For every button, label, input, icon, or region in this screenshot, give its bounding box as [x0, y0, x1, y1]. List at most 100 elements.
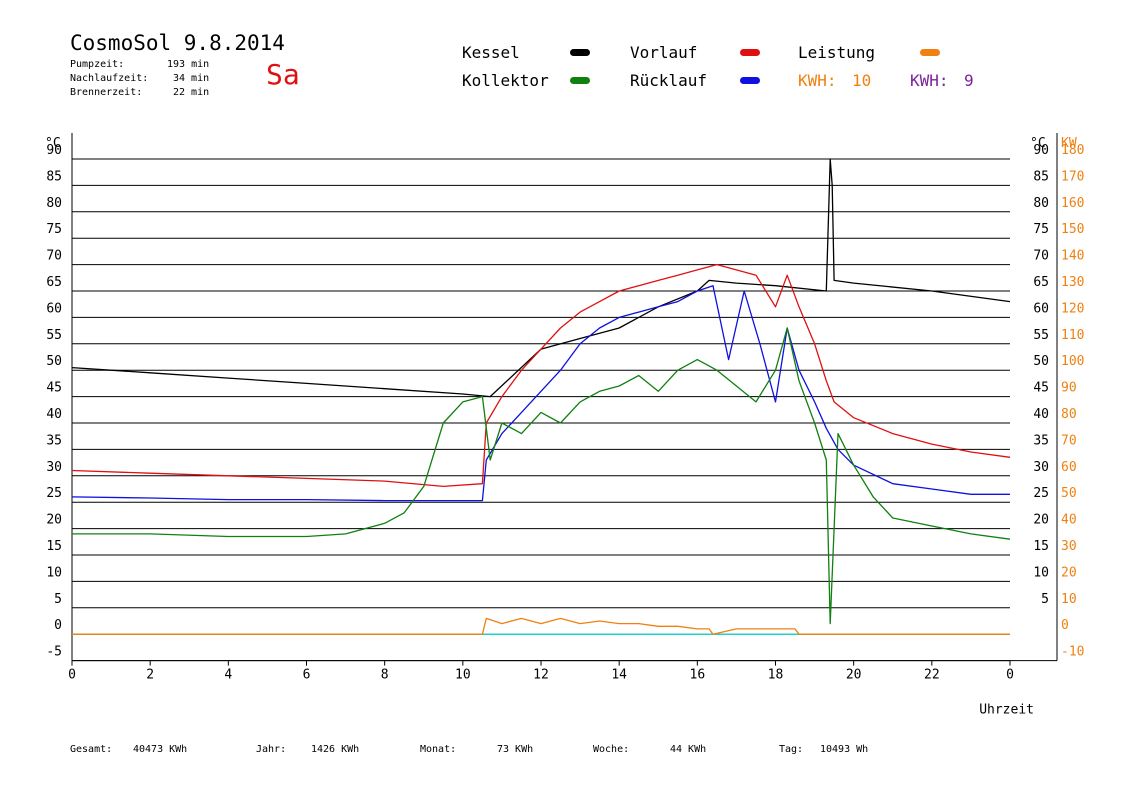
footer-jahr-label: Jahr:: [256, 744, 287, 755]
legend-kessel-swatch: [570, 49, 590, 56]
legend-kollektor-swatch: [570, 77, 590, 84]
x-tick-label: 18: [768, 668, 784, 683]
stat-nachlaufzeit-label: Nachlaufzeit:: [70, 73, 149, 84]
power-tick-label: 140: [1061, 249, 1084, 264]
x-tick-label: 16: [690, 668, 706, 683]
footer-gesamt-value: 40473 KWh: [133, 744, 188, 755]
footer-monat-value: 73 KWh: [497, 744, 534, 755]
series-line-vorlauf: [71, 263, 1011, 488]
series-line-leistung: [72, 617, 1010, 635]
power-tick-label: 180: [1061, 143, 1084, 158]
x-tick-label: 2: [146, 668, 154, 683]
power-tick-label: 160: [1061, 196, 1084, 211]
y-tick-label-left: 70: [46, 249, 62, 264]
y-tick-label-right: 65: [1033, 275, 1049, 290]
power-tick-label: 170: [1061, 169, 1084, 184]
footer-tag-label: Tag:: [779, 744, 804, 755]
y-tick-label-left: 60: [46, 301, 62, 316]
y-tick-label-left: 85: [46, 169, 62, 184]
footer-gesamt-label: Gesamt:: [70, 744, 113, 755]
y-axis-label-left: °C: [45, 136, 61, 151]
y-tick-label-left: 90: [46, 143, 62, 158]
power-tick-label: 90: [1061, 381, 1077, 396]
x-tick-label: 10: [455, 668, 471, 683]
y-tick-label-right: 85: [1033, 169, 1049, 184]
y-tick-label-left: 75: [46, 222, 62, 237]
y-tick-label-right: 45: [1033, 381, 1049, 396]
stat-nachlaufzeit-value: 34 min: [173, 73, 210, 84]
x-tick-label: 0: [68, 668, 76, 683]
legend-leistung-swatch: [920, 49, 940, 56]
y-tick-label-right: 70: [1033, 249, 1049, 264]
x-tick-label: 8: [381, 668, 389, 683]
y-tick-label-left: 15: [46, 539, 62, 554]
power-tick-label: 20: [1061, 565, 1077, 580]
x-tick-label: 0: [1006, 668, 1014, 683]
power-tick-label: 10: [1061, 592, 1077, 607]
y-tick-label-right: 15: [1033, 539, 1049, 554]
legend-ruecklauf-swatch: [740, 77, 760, 84]
legend-kwh1-label: KWH:: [798, 71, 837, 90]
series-line-kollektor: [72, 327, 1011, 625]
y-tick-label-left: 45: [46, 381, 62, 396]
footer-monat-label: Monat:: [420, 744, 457, 755]
legend-vorlauf-label: Vorlauf: [630, 43, 698, 62]
stat-pumpzeit-label: Pumpzeit:: [70, 59, 125, 70]
legend-kessel-label: Kessel: [462, 43, 520, 62]
stat-pumpzeit-value: 193 min: [167, 59, 210, 70]
y-tick-label-left: 35: [46, 433, 62, 448]
legend-kollektor-label: Kollektor: [462, 71, 549, 90]
y-tick-label-left: 20: [46, 513, 62, 528]
y-tick-label-right: 5: [1041, 592, 1049, 607]
y-tick-label-right: 80: [1033, 196, 1049, 211]
legend-vorlauf-swatch: [740, 49, 760, 56]
power-tick-label: 0: [1061, 618, 1069, 633]
x-tick-label: 20: [846, 668, 862, 683]
y-tick-label-right: 20: [1033, 513, 1049, 528]
y-tick-label-left: 80: [46, 196, 62, 211]
y-tick-label-right: 25: [1033, 486, 1049, 501]
y-tick-label-left: 10: [46, 565, 62, 580]
power-tick-label: 30: [1061, 539, 1077, 554]
x-axis-label: Uhrzeit: [979, 703, 1034, 718]
footer-tag-value: 10493 Wh: [820, 744, 869, 755]
power-tick-label: 120: [1061, 301, 1084, 316]
y-tick-label-left: 40: [46, 407, 62, 422]
power-tick-label: -10: [1061, 645, 1084, 660]
x-tick-label: 22: [924, 668, 940, 683]
legend-leistung-label: Leistung: [798, 43, 876, 62]
series-line-rücklauf: [71, 285, 1010, 502]
footer-woche-label: Woche:: [593, 744, 630, 755]
weekday-label: Sa: [266, 58, 300, 91]
series-line-kessel: [71, 158, 1011, 398]
power-tick-label: 80: [1061, 407, 1077, 422]
y-tick-label-left: 0: [54, 618, 62, 633]
y-tick-label-right: 60: [1033, 301, 1049, 316]
x-tick-label: 4: [224, 668, 232, 683]
power-tick-label: 50: [1061, 486, 1077, 501]
y-tick-label-left: 55: [46, 328, 62, 343]
power-tick-label: 150: [1061, 222, 1084, 237]
legend-kwh2-value: 9: [964, 71, 974, 90]
chart-title: CosmoSol 9.8.2014: [70, 31, 285, 55]
power-tick-label: 100: [1061, 354, 1084, 369]
stat-brennerzeit-label: Brennerzeit:: [70, 87, 143, 98]
y-tick-label-right: 40: [1033, 407, 1049, 422]
power-tick-label: 60: [1061, 460, 1077, 475]
y-tick-label-right: 55: [1033, 328, 1049, 343]
power-tick-label: 110: [1061, 328, 1084, 343]
y-axis-label-right: °C: [1030, 136, 1046, 151]
y-tick-label-right: 30: [1033, 460, 1049, 475]
power-axis-label: KW: [1061, 136, 1077, 151]
y-tick-label-left: 50: [46, 354, 62, 369]
y-tick-label-right: 35: [1033, 433, 1049, 448]
legend-kwh1-value: 10: [852, 71, 872, 90]
y-tick-label-right: 10: [1033, 565, 1049, 580]
x-tick-label: 12: [533, 668, 549, 683]
y-tick-label-left: 30: [46, 460, 62, 475]
legend-kwh2-label: KWH:: [910, 71, 949, 90]
x-tick-label: 6: [303, 668, 311, 683]
y-tick-label-left: 5: [54, 592, 62, 607]
x-tick-label: 14: [611, 668, 627, 683]
